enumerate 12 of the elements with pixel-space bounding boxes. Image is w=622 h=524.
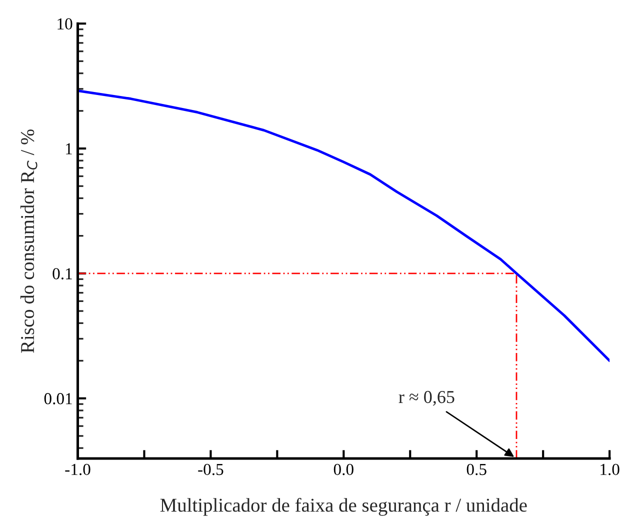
y-tick-label: 0.01 — [44, 393, 72, 404]
y-tick-label: 1 — [66, 143, 72, 154]
x-tick-label: -0.5 — [198, 464, 224, 476]
y-tick-label: 10 — [58, 18, 72, 30]
x-tick-label: 1.0 — [600, 464, 620, 476]
annotation: r ≈ 0,65 — [398, 390, 454, 406]
y-tick-label: 0.1 — [52, 268, 72, 280]
x-tick-label: -1.0 — [65, 464, 90, 476]
y-axis-title: Risco do consumidor R$_{C}$ / % — [20, 129, 38, 353]
x-axis-title: Multiplicador de faixa de segurança r / unidade — [160, 498, 527, 516]
x-tick-label: 0.0 — [334, 464, 354, 476]
x-tick-label: 0.5 — [466, 464, 486, 476]
